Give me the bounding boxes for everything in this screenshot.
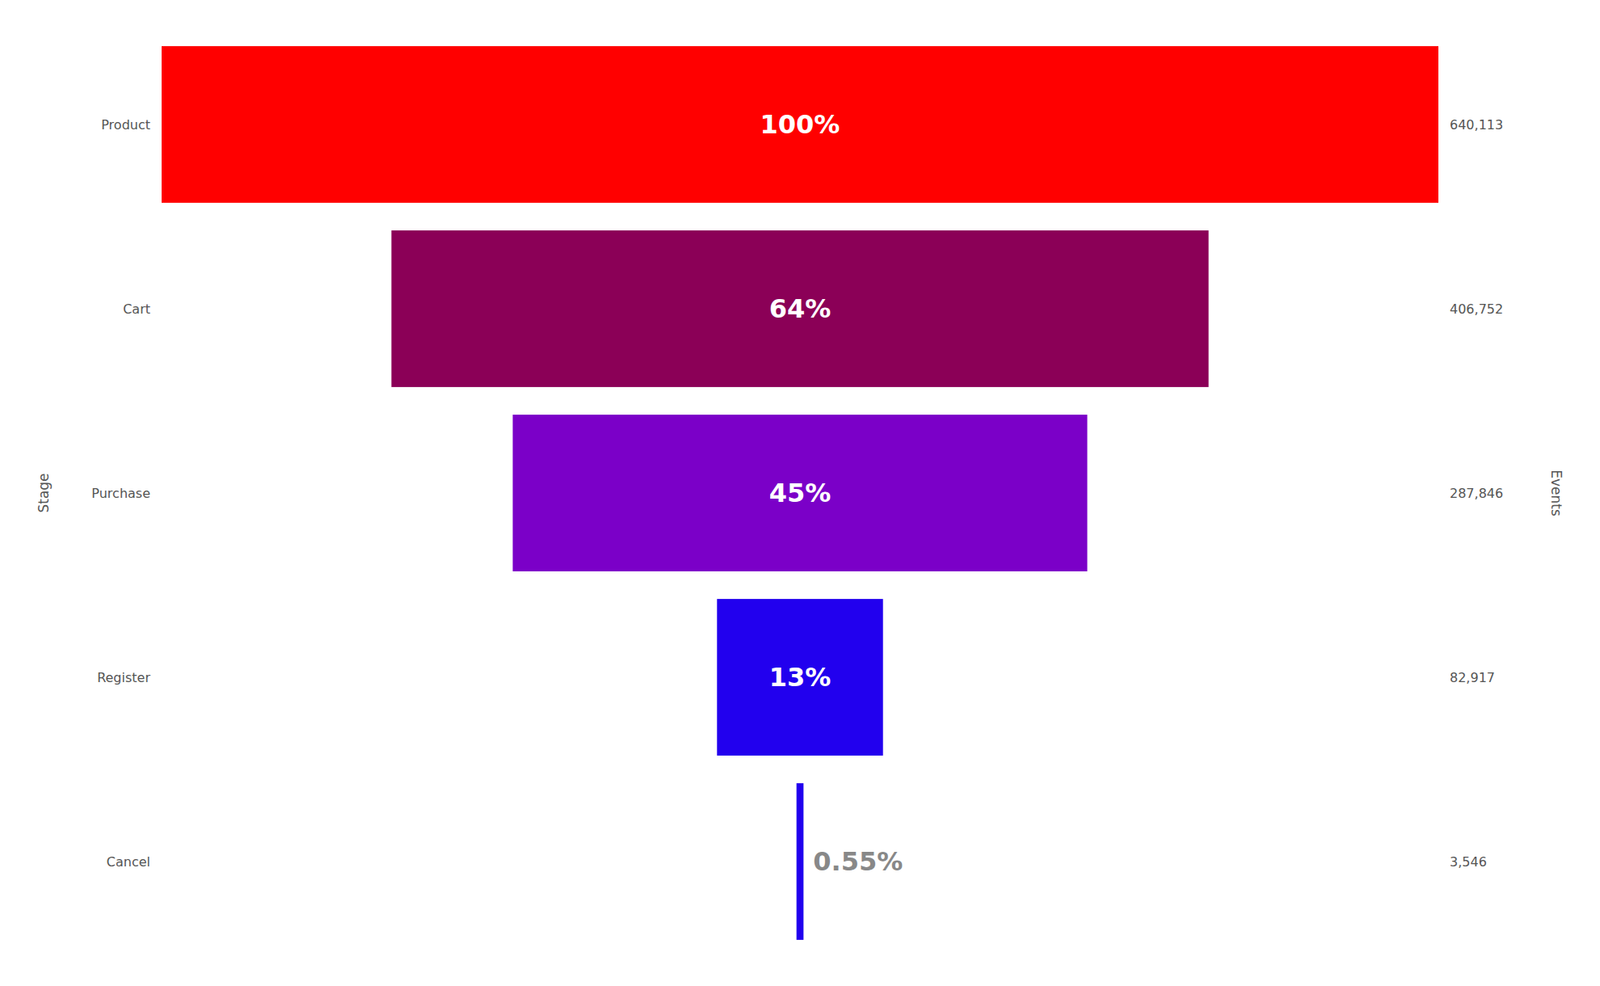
data-label: 13% [769, 661, 832, 693]
category-label: Register [96, 669, 151, 686]
bars [161, 46, 1439, 940]
category-label: Purchase [91, 485, 151, 502]
funnel-bar [716, 598, 883, 756]
category-label: Product [101, 117, 151, 133]
event-label: 406,752 [1449, 301, 1504, 317]
y2-axis-title: Events [1548, 469, 1565, 517]
funnel-bar [796, 783, 805, 940]
funnel-bar [513, 414, 1088, 572]
y-axis-title: Stage [35, 472, 52, 513]
labels: 100% Product 640,113 64% Cart 406,752 45% Purch… [35, 109, 1565, 877]
chart: 100% Product 640,113 64% Cart 406,752 45% Purch… [0, 0, 1600, 986]
category-label: Cancel [106, 854, 151, 870]
data-label: 0.55% [812, 846, 903, 877]
funnel-bar [161, 46, 1439, 203]
funnel-bar [391, 230, 1209, 388]
event-label: 82,917 [1449, 669, 1495, 686]
background [0, 0, 1600, 986]
category-label: Cart [122, 301, 151, 317]
data-label: 100% [760, 109, 841, 140]
data-label: 64% [769, 293, 832, 325]
event-label: 287,846 [1449, 485, 1504, 502]
event-label: 3,546 [1449, 854, 1487, 870]
event-label: 640,113 [1449, 117, 1504, 133]
data-label: 45% [769, 477, 832, 509]
